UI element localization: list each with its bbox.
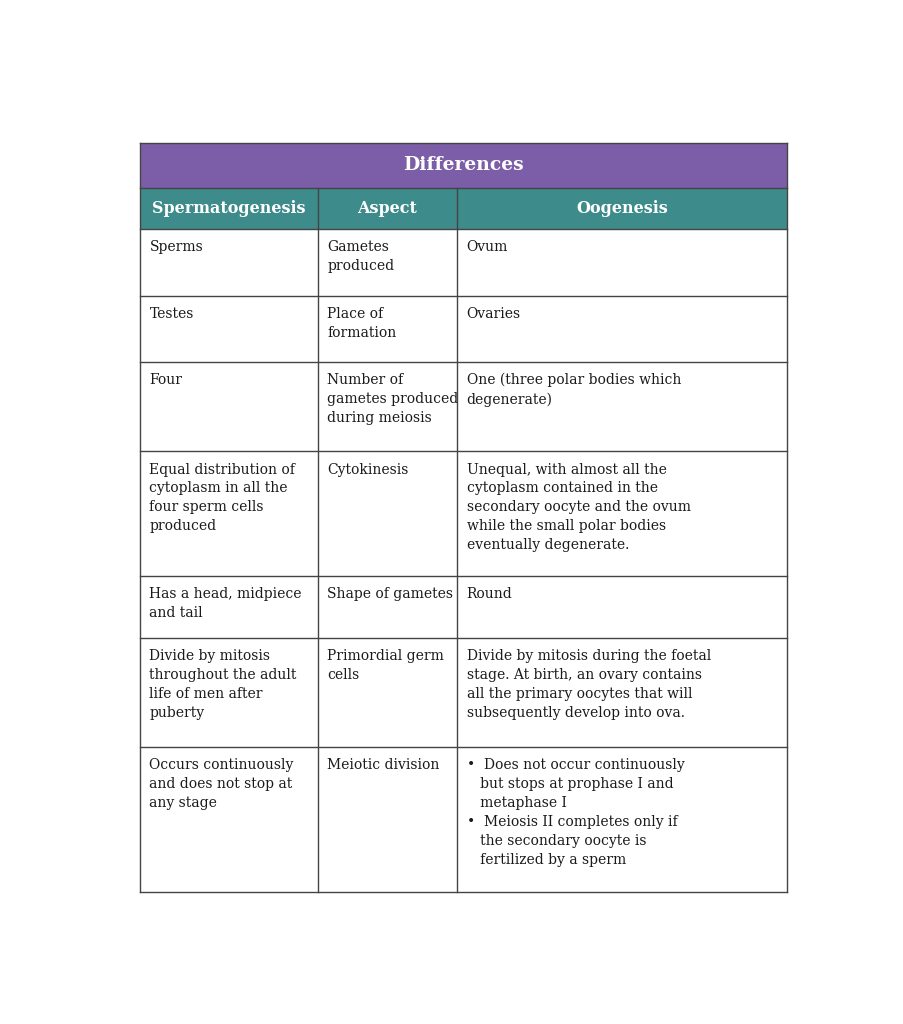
Bar (139, 229, 317, 296)
Text: Differences: Differences (403, 156, 523, 174)
Bar (317, 748, 456, 892)
Text: Occurs continuously
and does not stop at
any stage: Occurs continuously and does not stop at… (149, 759, 293, 810)
Bar (139, 361, 317, 452)
Bar (456, 452, 787, 575)
Text: Meiotic division: Meiotic division (327, 759, 440, 772)
Text: Spermatogenesis: Spermatogenesis (152, 200, 305, 217)
Text: Primordial germ
cells: Primordial germ cells (327, 649, 444, 682)
Text: Oogenesis: Oogenesis (575, 200, 667, 217)
Text: Equal distribution of
cytoplasm in all the
four sperm cells
produced: Equal distribution of cytoplasm in all t… (149, 463, 295, 534)
Text: Ovaries: Ovaries (466, 306, 520, 321)
Text: Round: Round (466, 587, 512, 601)
Bar (317, 638, 456, 748)
Bar (139, 187, 317, 229)
Bar (317, 575, 456, 638)
Text: Divide by mitosis during the foetal
stage. At birth, an ovary contains
all the p: Divide by mitosis during the foetal stag… (466, 649, 710, 720)
Text: •  Does not occur continuously
   but stops at prophase I and
   metaphase I
•  : • Does not occur continuously but stops … (466, 759, 684, 867)
Text: Cytokinesis: Cytokinesis (327, 463, 408, 476)
Text: Divide by mitosis
throughout the adult
life of men after
puberty: Divide by mitosis throughout the adult l… (149, 649, 296, 720)
Text: Aspect: Aspect (357, 200, 416, 217)
Text: Sperms: Sperms (149, 241, 203, 254)
Bar (456, 748, 787, 892)
Bar (139, 296, 317, 361)
Text: One (three polar bodies which
degenerate): One (three polar bodies which degenerate… (466, 373, 680, 407)
Text: Shape of gametes: Shape of gametes (327, 587, 453, 601)
Bar (317, 229, 456, 296)
Text: Place of
formation: Place of formation (327, 306, 396, 340)
Bar (139, 575, 317, 638)
Bar (139, 748, 317, 892)
Bar (139, 452, 317, 575)
Bar (317, 187, 456, 229)
Bar (456, 229, 787, 296)
Text: Number of
gametes produced
during meiosis: Number of gametes produced during meiosi… (327, 373, 458, 425)
Text: Testes: Testes (149, 306, 193, 321)
Text: Four: Four (149, 373, 182, 387)
Bar (456, 187, 787, 229)
Bar (139, 638, 317, 748)
Bar (317, 361, 456, 452)
Bar (456, 638, 787, 748)
Bar (139, 142, 787, 187)
Bar (456, 575, 787, 638)
Bar (456, 296, 787, 361)
Text: Gametes
produced: Gametes produced (327, 241, 394, 273)
Bar (317, 296, 456, 361)
Text: Unequal, with almost all the
cytoplasm contained in the
secondary oocyte and the: Unequal, with almost all the cytoplasm c… (466, 463, 690, 552)
Text: Ovum: Ovum (466, 241, 507, 254)
Text: Has a head, midpiece
and tail: Has a head, midpiece and tail (149, 587, 302, 620)
Bar (456, 361, 787, 452)
Bar (317, 452, 456, 575)
